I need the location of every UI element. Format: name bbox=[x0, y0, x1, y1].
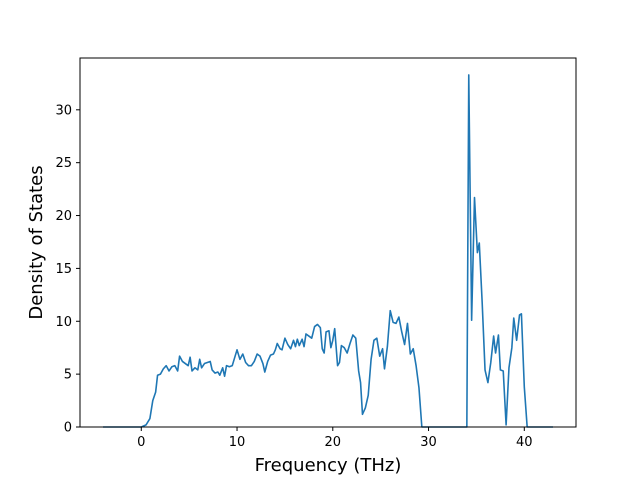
y-axis: 0 5 10 15 20 25 30 bbox=[55, 103, 80, 436]
x-tick-label: 0 bbox=[137, 435, 145, 450]
y-axis-label: Density of States bbox=[26, 165, 47, 319]
x-tick-label: 10 bbox=[229, 435, 246, 450]
y-tick-label: 0 bbox=[64, 421, 72, 436]
plot-frame bbox=[79, 57, 577, 428]
y-tick-label: 15 bbox=[55, 262, 72, 277]
y-tick-label: 30 bbox=[55, 103, 72, 118]
plot-area bbox=[102, 74, 554, 428]
y-tick-label: 5 bbox=[64, 368, 72, 383]
x-tick-label: 40 bbox=[516, 435, 533, 450]
dos-series-line-0 bbox=[102, 74, 554, 428]
y-tick-label: 20 bbox=[55, 209, 72, 224]
x-tick-label: 30 bbox=[420, 435, 437, 450]
y-tick-label: 25 bbox=[55, 156, 72, 171]
y-tick-label: 10 bbox=[55, 315, 72, 330]
x-tick-label: 20 bbox=[325, 435, 342, 450]
x-axis-label: Frequency (THz) bbox=[255, 455, 402, 476]
x-axis: 0 10 20 30 40 bbox=[137, 427, 533, 450]
